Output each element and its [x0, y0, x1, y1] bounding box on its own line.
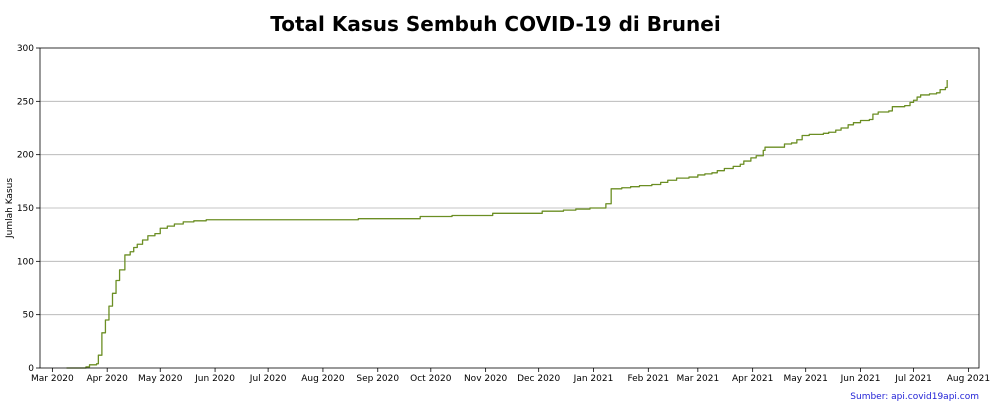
- y-tick-label: 300: [17, 44, 34, 54]
- gridlines: [40, 100, 979, 316]
- x-tick-label: Jul 2021: [894, 374, 932, 384]
- source-note: Sumber: api.covid19api.com: [850, 392, 979, 402]
- x-tick-label: Sep 2020: [356, 374, 399, 384]
- x-tick-label: Nov 2020: [464, 374, 508, 384]
- series-layer: [66, 80, 948, 369]
- y-tick-label: 0: [28, 364, 34, 374]
- y-axis-label: Jumlah Kasus: [5, 178, 15, 239]
- chart-title: Total Kasus Sembuh COVID-19 di Brunei: [270, 12, 721, 36]
- x-tick-label: Mar 2021: [676, 374, 719, 384]
- series-line-0: [66, 80, 948, 369]
- y-tick-label: 100: [17, 257, 34, 267]
- x-tick-label: Dec 2020: [517, 374, 560, 384]
- x-tick-label: Jun 2021: [840, 374, 881, 384]
- y-tick-label: 150: [17, 204, 34, 214]
- x-tick-label: Mar 2020: [31, 374, 74, 384]
- y-axis-ticks: 0 50 100 150 200 250 300: [17, 44, 40, 374]
- x-tick-label: Jan 2021: [573, 374, 614, 384]
- y-tick-label: 200: [17, 151, 34, 161]
- x-tick-label: May 2021: [784, 374, 828, 384]
- x-tick-label: Apr 2021: [732, 374, 773, 384]
- x-tick-label: Aug 2020: [301, 374, 345, 384]
- x-tick-label: Feb 2021: [627, 374, 669, 384]
- x-tick-label: Jun 2020: [194, 374, 235, 384]
- x-axis-ticks: Mar 2020 Apr 2020 May 2020 Jun 2020 Jul 2020…: [31, 368, 990, 384]
- x-tick-label: May 2020: [138, 374, 183, 384]
- y-tick-label: 50: [23, 311, 35, 321]
- x-tick-label: Apr 2020: [87, 374, 129, 384]
- x-tick-label: Aug 2021: [947, 374, 990, 384]
- x-tick-label: Jul 2020: [249, 374, 287, 384]
- x-tick-label: Oct 2020: [410, 374, 452, 384]
- y-tick-label: 250: [17, 97, 34, 107]
